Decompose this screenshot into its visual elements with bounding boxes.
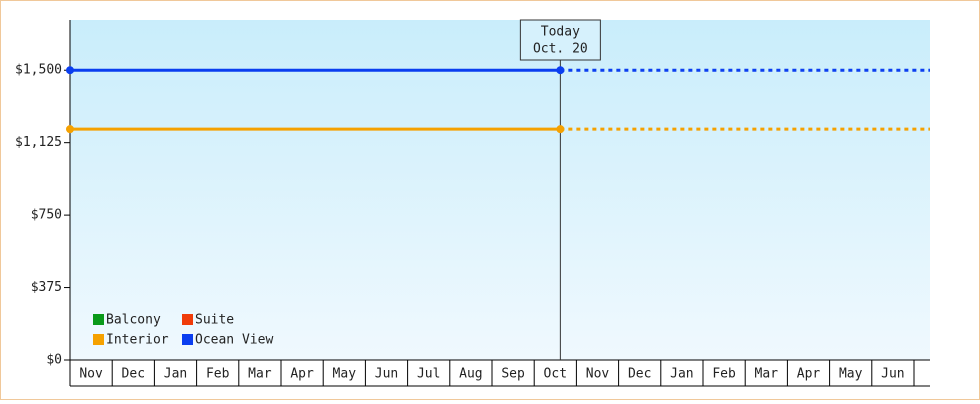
x-tick-label: Mar [248, 367, 272, 382]
legend-swatch [93, 314, 104, 325]
x-tick-label: Jun [375, 367, 398, 382]
legend-label: Balcony [106, 313, 161, 328]
x-tick-label: Feb [712, 367, 736, 382]
y-tick-label: $750 [31, 208, 62, 223]
x-tick-label: May [333, 367, 357, 382]
x-tick-label: May [839, 367, 863, 382]
y-tick-label: $1,125 [15, 135, 62, 150]
legend-swatch [182, 314, 193, 325]
legend-swatch [182, 334, 193, 345]
x-tick-label: Nov [586, 367, 610, 382]
legend-label: Ocean View [195, 333, 273, 348]
x-tick-label: Dec [628, 367, 651, 382]
today-date: Oct. 20 [533, 42, 588, 57]
y-tick-label: $0 [46, 353, 62, 368]
x-tick-label: Oct [544, 367, 567, 382]
x-tick-label: Jan [164, 367, 187, 382]
legend-label: Interior [106, 333, 169, 348]
plot-area [70, 20, 930, 360]
x-tick-label: Apr [290, 367, 314, 382]
x-tick-label: Sep [501, 367, 525, 382]
point [556, 125, 565, 134]
point [556, 66, 565, 75]
x-tick-label: Nov [79, 367, 103, 382]
x-tick-label: Apr [797, 367, 821, 382]
x-tick-label: Dec [122, 367, 145, 382]
legend-swatch [93, 334, 104, 345]
x-tick-label: Jul [417, 367, 440, 382]
y-tick-label: $1,500 [15, 63, 62, 78]
x-tick-label: Aug [459, 367, 482, 382]
point [66, 66, 74, 75]
y-tick-label: $375 [31, 280, 62, 295]
legend-label: Suite [195, 313, 234, 328]
today-box [519, 19, 601, 61]
point [66, 125, 74, 134]
x-tick-label: Jan [670, 367, 693, 382]
x-tick-label: Mar [755, 367, 779, 382]
today-title: Today [541, 25, 580, 40]
x-tick-label: Feb [206, 367, 230, 382]
x-tick-label: Jun [881, 367, 904, 382]
